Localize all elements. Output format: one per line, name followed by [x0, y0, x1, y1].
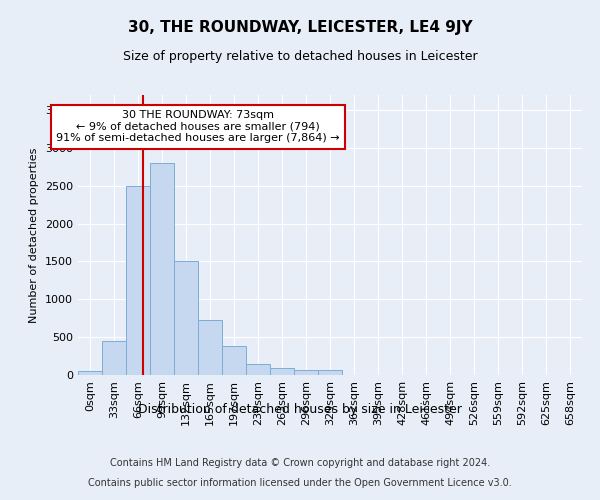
Bar [222, 346, 246, 375]
Bar [102, 341, 126, 375]
Bar [126, 186, 150, 375]
Bar [318, 370, 342, 375]
Text: Contains HM Land Registry data © Crown copyright and database right 2024.: Contains HM Land Registry data © Crown c… [110, 458, 490, 468]
Text: Distribution of detached houses by size in Leicester: Distribution of detached houses by size … [138, 402, 462, 415]
Bar [294, 370, 318, 375]
Y-axis label: Number of detached properties: Number of detached properties [29, 148, 40, 322]
Text: 30, THE ROUNDWAY, LEICESTER, LE4 9JY: 30, THE ROUNDWAY, LEICESTER, LE4 9JY [128, 20, 472, 35]
Text: Contains public sector information licensed under the Open Government Licence v3: Contains public sector information licen… [88, 478, 512, 488]
Bar [270, 368, 294, 375]
Text: 30 THE ROUNDWAY: 73sqm
← 9% of detached houses are smaller (794)
91% of semi-det: 30 THE ROUNDWAY: 73sqm ← 9% of detached … [56, 110, 340, 144]
Bar [150, 163, 174, 375]
Bar [78, 371, 102, 375]
Bar [246, 364, 270, 375]
Text: Size of property relative to detached houses in Leicester: Size of property relative to detached ho… [122, 50, 478, 63]
Bar [198, 320, 222, 375]
Bar [174, 262, 198, 375]
